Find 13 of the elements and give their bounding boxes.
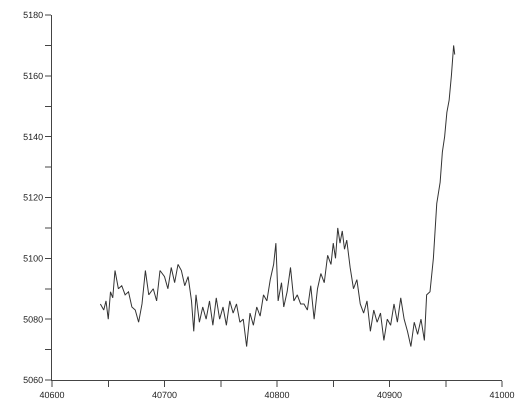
y-tick-label: 5100	[23, 253, 44, 264]
y-tick-label: 5120	[23, 192, 44, 203]
y-tick-label: 5160	[23, 70, 44, 81]
x-tick-label: 40600	[39, 390, 65, 400]
x-tick-label: 40700	[152, 390, 178, 400]
x-tick-label: 41000	[489, 390, 515, 400]
y-tick-label: 5140	[23, 132, 44, 142]
line-series	[100, 44, 456, 348]
y-tick-label: 5080	[23, 314, 44, 324]
y-tick-label: 5060	[23, 375, 44, 386]
y-tick-label: 5180	[23, 10, 44, 20]
x-tick-label: 40800	[264, 390, 290, 400]
x-tick-label: 40900	[376, 390, 402, 400]
